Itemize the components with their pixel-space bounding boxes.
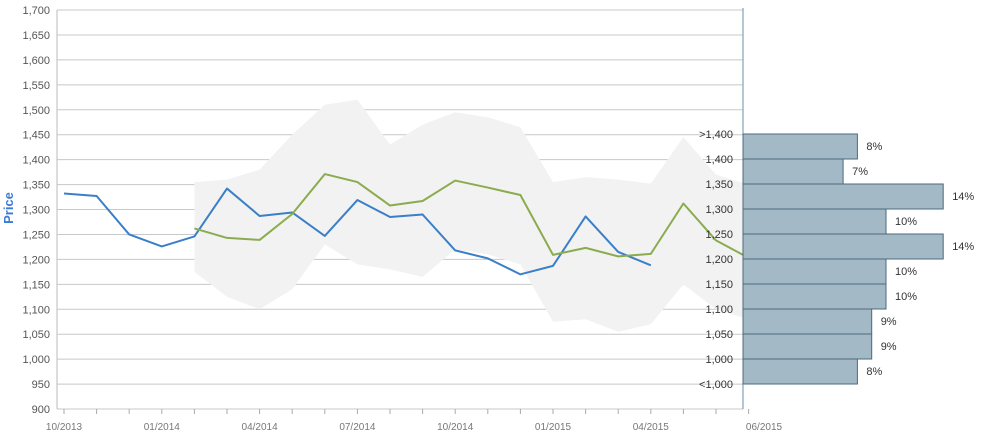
histogram-bar: [742, 358, 858, 385]
y-tick-label: 1,050: [22, 329, 50, 341]
histogram-bar-value: 14%: [952, 191, 974, 203]
series-line-1: [63, 187, 652, 276]
x-tick-label: 10/2014: [437, 422, 474, 433]
histogram-bar: [742, 233, 944, 260]
axes: 900 950 1,000 1,050 1,100 1,150 1,200 1,250 1,30…: [22, 5, 782, 433]
y-tick-label: 900: [32, 404, 50, 416]
histogram-bar: [742, 283, 887, 310]
grid-lines: [57, 9, 743, 410]
y-tick-label: 1,300: [22, 205, 50, 217]
histogram-bin-label: 1,000: [705, 354, 733, 366]
y-axis-title: Price: [1, 192, 16, 224]
histogram-bin-label: 1,150: [705, 279, 733, 291]
y-tick-label: 1,450: [22, 130, 50, 142]
histogram-bin-label: 1,300: [705, 204, 733, 216]
histogram-bar: [742, 308, 873, 335]
y-tick-label: 1,100: [22, 304, 50, 316]
histogram-bar: [742, 208, 887, 235]
y-tick-label: 1,150: [22, 279, 50, 291]
y-tick-label: 1,550: [22, 80, 50, 92]
y-tick-label: 1,400: [22, 155, 50, 167]
x-tick-label: 01/2015: [535, 422, 572, 433]
histogram-bin-label: >1,400: [699, 129, 733, 141]
forecast-band: [194, 99, 749, 332]
y-tick-label: 1,250: [22, 229, 50, 241]
y-tick-label: 1,500: [22, 105, 50, 117]
x-tick-label: 10/2013: [46, 422, 83, 433]
y-tick-label: 1,700: [22, 5, 50, 17]
histogram-bar-value: 7%: [852, 166, 868, 178]
histogram-bin-label: 1,200: [705, 254, 733, 266]
series-line-2: [194, 173, 750, 259]
histogram-bin-label: 1,250: [705, 229, 733, 241]
x-tick-label: 07/2014: [339, 422, 376, 433]
histogram-bar-value: 10%: [895, 266, 917, 278]
histogram-bar-value: 8%: [866, 366, 882, 378]
histogram-bin-label: 1,400: [705, 154, 733, 166]
y-tick-label: 950: [32, 379, 50, 391]
y-tick-label: 1,600: [22, 55, 50, 67]
histogram-bar-value: 8%: [866, 141, 882, 153]
histogram-bar: [742, 258, 887, 285]
histogram-bar: [742, 133, 858, 160]
histogram: >1,400 8% 1,400 7% 1,350 14% 1,300 10% 1,250 14% 1…: [699, 129, 974, 391]
x-tick-label: 01/2014: [144, 422, 181, 433]
x-tick-label: 04/2015: [633, 422, 670, 433]
x-tick-label: 04/2014: [242, 422, 279, 433]
x-tick-label: 06/2015: [746, 422, 783, 433]
y-tick-label: 1,000: [22, 354, 50, 366]
y-tick-label: 1,350: [22, 180, 50, 192]
histogram-bin-label: 1,100: [705, 304, 733, 316]
histogram-bar-value: 14%: [952, 241, 974, 253]
histogram-bar-value: 9%: [881, 341, 897, 353]
series-lines: [63, 173, 750, 276]
histogram-bar-value: 10%: [895, 291, 917, 303]
histogram-bin-label: 1,350: [705, 179, 733, 191]
y-tick-label: 1,200: [22, 254, 50, 266]
histogram-bar: [742, 158, 844, 185]
axis-labels: Price: [1, 192, 16, 224]
histogram-bar-value: 10%: [895, 216, 917, 228]
histogram-bar: [742, 333, 873, 360]
histogram-bin-label: <1,000: [699, 379, 733, 391]
histogram-bin-label: 1,050: [705, 329, 733, 341]
histogram-bar-value: 9%: [881, 316, 897, 328]
y-tick-label: 1,650: [22, 30, 50, 42]
forecast-band-area: [194, 99, 749, 332]
histogram-bar: [742, 183, 944, 210]
